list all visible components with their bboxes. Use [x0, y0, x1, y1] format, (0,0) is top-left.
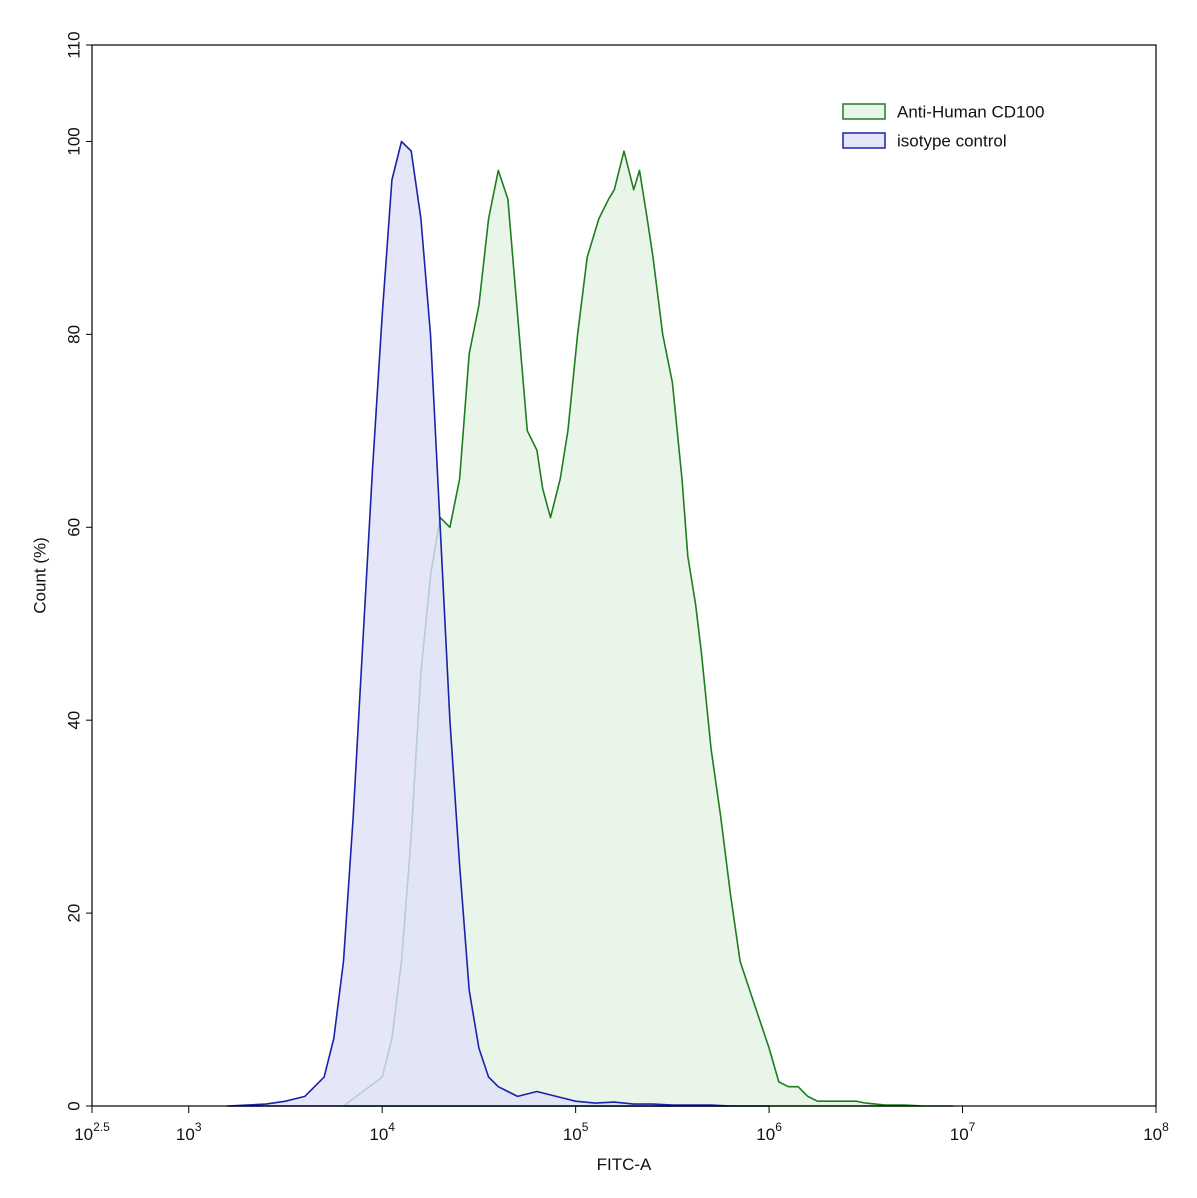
plot-frame [91, 44, 1157, 1107]
x-tick-label: 102.5 [74, 1120, 110, 1144]
x-tick-label: 105 [563, 1120, 589, 1144]
series-area-1 [226, 140, 770, 1107]
y-tick-label: 20 [65, 904, 84, 923]
y-tick-label: 0 [65, 1101, 84, 1110]
series-area-0 [342, 150, 954, 1107]
legend-label: isotype control [897, 132, 1007, 151]
x-tick-label: 108 [1143, 1120, 1169, 1144]
legend-label: Anti-Human CD100 [897, 103, 1044, 122]
legend-swatch [842, 103, 886, 120]
y-tick-label: 100 [65, 127, 84, 155]
legend-swatch [842, 132, 886, 149]
y-tick-label: 80 [65, 325, 84, 344]
y-axis: 0 20 40 60 80 100 110 [65, 31, 92, 1111]
x-tick-label: 107 [950, 1120, 976, 1144]
legend: Anti-Human CD100 isotype control [842, 103, 1044, 151]
y-tick-label: 110 [65, 31, 84, 58]
x-tick-label: 106 [756, 1120, 782, 1144]
series-areas [226, 140, 954, 1107]
y-tick-label: 60 [65, 518, 84, 537]
x-tick-label: 103 [176, 1120, 202, 1144]
x-axis: 102.5 103 104 105 106 107 108 [74, 1106, 1169, 1144]
x-tick-label: 104 [369, 1120, 395, 1144]
y-axis-title: Count (%) [31, 537, 50, 614]
y-tick-label: 40 [65, 711, 84, 730]
x-axis-title: FITC-A [597, 1155, 652, 1174]
